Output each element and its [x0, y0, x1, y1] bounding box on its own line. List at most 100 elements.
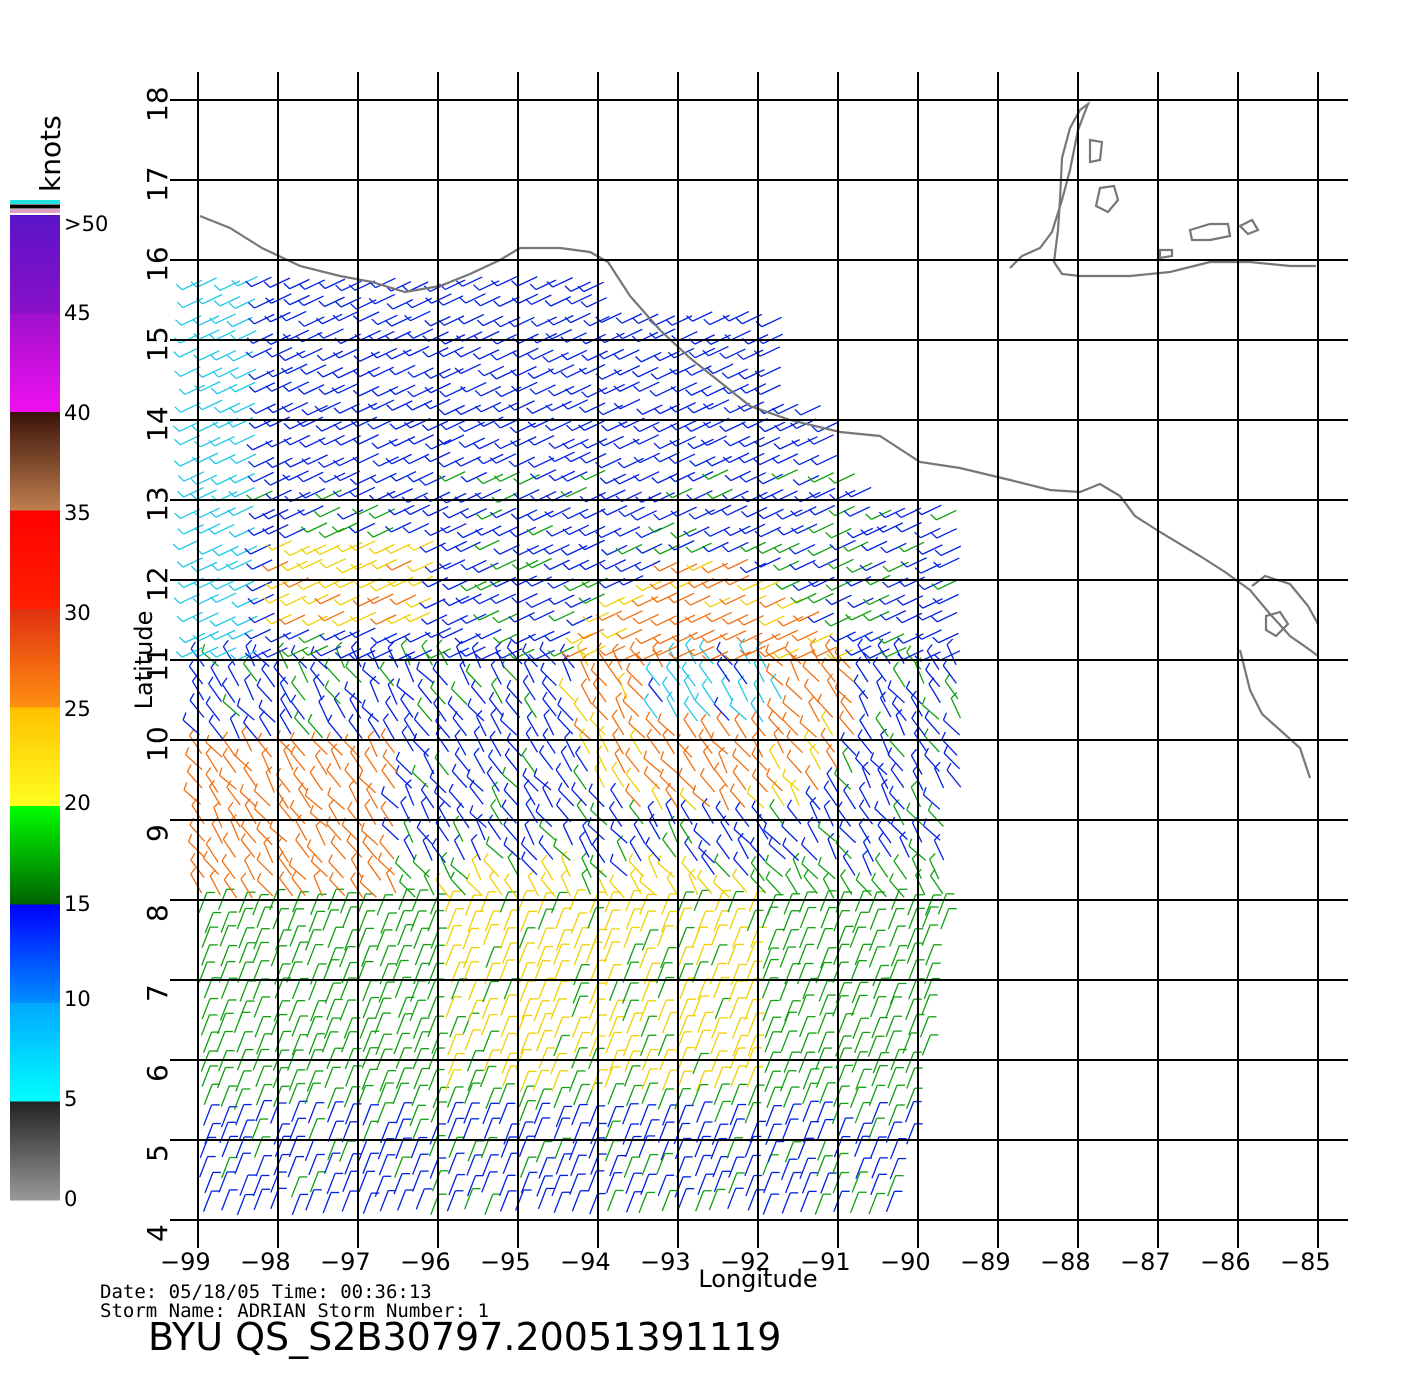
wind-barb-flag: [412, 854, 417, 863]
wind-barb-flag: [713, 853, 719, 862]
wind-barb: [320, 593, 341, 605]
wind-barb: [400, 698, 414, 718]
wind-barb: [229, 718, 240, 739]
wind-barb-flag: [887, 680, 892, 689]
wind-barb-flag: [758, 619, 765, 626]
wind-barb: [553, 646, 575, 657]
wind-barb-flag: [561, 512, 569, 520]
wind-barb-flag: [344, 681, 349, 690]
wind-barb: [239, 791, 257, 808]
wind-barb: [201, 944, 211, 966]
wind-barb: [449, 1016, 459, 1038]
wind-barb-flag: [282, 333, 290, 341]
wind-barb: [448, 647, 470, 659]
wind-barb: [338, 347, 360, 359]
wind-barb-flag: [612, 643, 619, 650]
wind-barb-flag: [681, 661, 687, 669]
wind-barb: [324, 982, 334, 1004]
wind-barb-flag: [333, 599, 341, 606]
wind-barb: [533, 1000, 543, 1022]
wind-barb: [750, 703, 764, 723]
wind-barb: [323, 610, 345, 622]
wind-barb: [269, 416, 291, 427]
wind-barb: [321, 1031, 331, 1053]
wind-barb: [481, 628, 502, 640]
wind-barb: [921, 906, 932, 928]
wind-barb: [526, 716, 539, 737]
wind-barb: [350, 646, 362, 668]
wind-barb: [795, 559, 816, 571]
wind-barb: [728, 980, 738, 1002]
wind-barb: [597, 732, 609, 753]
wind-barb: [373, 399, 395, 411]
wind-barb-flag: [564, 388, 572, 395]
wind-barb: [728, 490, 749, 501]
wind-barb-flag: [826, 744, 832, 752]
wind-barb: [560, 751, 573, 772]
wind-barb-flag: [564, 285, 572, 292]
wind-barb: [683, 752, 696, 772]
wind-barb: [202, 293, 223, 305]
wind-barb: [609, 1000, 619, 1022]
wind-barb: [747, 1034, 757, 1056]
wind-barb: [409, 980, 420, 1002]
wind-barb-flag: [291, 675, 297, 683]
wind-barb-flag: [245, 351, 253, 358]
wind-barb: [647, 806, 658, 828]
wind-barb: [330, 749, 342, 770]
wind-barb: [215, 507, 236, 518]
wind-barb-flag: [508, 616, 516, 623]
wind-barb: [255, 1155, 265, 1177]
wind-barb: [379, 841, 395, 860]
wind-barb: [804, 771, 819, 791]
wind-barb-flag: [381, 763, 387, 771]
wind-barb-flag: [579, 831, 586, 838]
wind-barb: [625, 754, 640, 773]
wind-barb-flag: [925, 662, 931, 671]
wind-barb-flag: [651, 477, 659, 484]
wind-barb: [826, 773, 839, 794]
wind-barb-flag: [471, 853, 479, 861]
wind-barb-flag: [503, 817, 509, 826]
wind-barb-flag: [686, 564, 694, 572]
wind-barb: [480, 401, 502, 413]
wind-barb: [245, 645, 256, 667]
wind-barb: [560, 856, 571, 878]
wind-barb: [924, 717, 941, 735]
wind-barb: [430, 562, 452, 573]
wind-barb: [517, 890, 527, 912]
wind-barb: [339, 946, 349, 968]
wind-barb-flag: [501, 766, 506, 775]
wind-barb: [587, 824, 605, 841]
wind-barb-flag: [284, 461, 291, 468]
wind-barb: [323, 328, 344, 339]
wind-barb-flag: [236, 698, 241, 707]
wind-barb-flag: [825, 584, 833, 591]
wind-barb: [290, 738, 306, 757]
wind-barb: [821, 664, 836, 683]
wind-barb: [779, 946, 789, 968]
wind-barb-flag: [227, 509, 234, 516]
wind-barb: [906, 942, 916, 964]
wind-barb-flag: [474, 405, 482, 413]
wind-barb-flag: [653, 548, 661, 555]
wind-barb: [785, 684, 803, 701]
wind-barb: [840, 701, 855, 720]
wind-barb-flag: [547, 318, 554, 326]
wind-barb-flag: [424, 566, 432, 573]
wind-barb-flag: [771, 457, 779, 464]
wind-barb: [674, 1138, 684, 1160]
wind-barb: [674, 1176, 684, 1198]
wind-barb: [929, 875, 944, 895]
wind-barb-flag: [370, 351, 378, 359]
wind-barb-flag: [244, 548, 251, 555]
wind-barb: [403, 822, 414, 843]
wind-barb-flag: [871, 872, 877, 881]
wind-barb: [721, 680, 733, 701]
lon-tick-label: −86: [1200, 1248, 1251, 1276]
wind-barb: [625, 1191, 636, 1213]
wind-barb-flag: [173, 597, 181, 604]
wind-barb-flag: [705, 459, 713, 467]
wind-barb-flag: [248, 302, 255, 309]
wind-barb: [236, 1194, 246, 1216]
